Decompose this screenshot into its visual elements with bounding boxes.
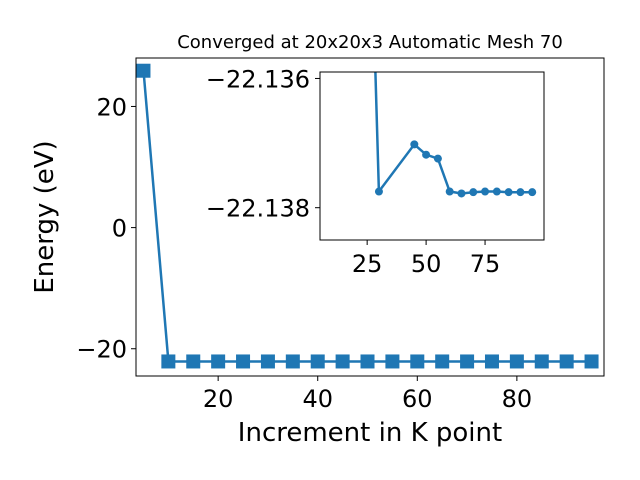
data-point <box>186 354 201 369</box>
inset-data-point <box>528 188 537 197</box>
inset-plot-frame <box>319 71 545 241</box>
inset-data-point <box>504 188 513 197</box>
inset-x-tick-label: 50 <box>411 250 442 278</box>
data-point <box>236 354 251 369</box>
data-point <box>584 354 599 369</box>
data-point <box>310 354 325 369</box>
inset-data-point <box>457 189 466 198</box>
data-point <box>335 354 350 369</box>
inset-data-point <box>481 187 490 196</box>
x-tick-label: 40 <box>302 385 333 413</box>
y-axis-label: Energy (eV) <box>30 140 60 293</box>
data-point <box>285 354 300 369</box>
data-point <box>435 354 450 369</box>
chart-title: Converged at 20x20x3 Automatic Mesh 70 <box>177 32 563 53</box>
inset-data-point <box>410 140 419 149</box>
inset-data-point <box>492 187 501 196</box>
inset-x-tick-label: 25 <box>352 250 383 278</box>
x-axis-label: Increment in K point <box>238 418 502 448</box>
inset-data-point <box>374 187 383 196</box>
x-tick-label: 20 <box>203 385 234 413</box>
data-point <box>260 354 275 369</box>
data-point <box>534 354 549 369</box>
x-tick-label: 60 <box>402 385 433 413</box>
data-point <box>136 63 151 78</box>
inset-data-point <box>516 188 525 197</box>
data-point <box>360 354 375 369</box>
inset-axis-ticks: 25 50 75 −22.138 −22.136 <box>206 65 500 278</box>
main-series <box>136 63 599 369</box>
main-plot-frame <box>135 57 605 377</box>
inset-data-point <box>445 187 454 196</box>
inset-y-tick-label: −22.138 <box>206 195 310 223</box>
data-point <box>410 354 425 369</box>
inset-series <box>374 71 537 198</box>
data-point <box>385 354 400 369</box>
data-point <box>211 354 226 369</box>
inset-plot: 25 50 75 −22.138 −22.136 <box>206 65 545 278</box>
y-tick-label: −20 <box>76 336 127 364</box>
x-tick-label: 80 <box>502 385 533 413</box>
data-point <box>484 354 499 369</box>
y-tick-label: 0 <box>112 215 127 243</box>
inset-y-tick-label: −22.136 <box>206 65 310 93</box>
data-point <box>460 354 475 369</box>
data-point <box>509 354 524 369</box>
inset-data-point <box>422 150 431 159</box>
data-point <box>559 354 574 369</box>
inset-data-point <box>469 188 478 197</box>
inset-data-point <box>433 154 442 163</box>
main-axis-ticks: 20 40 60 80 −20 0 20 <box>76 93 532 413</box>
data-point <box>161 354 176 369</box>
y-tick-label: 20 <box>96 93 127 121</box>
inset-x-tick-label: 75 <box>470 250 501 278</box>
